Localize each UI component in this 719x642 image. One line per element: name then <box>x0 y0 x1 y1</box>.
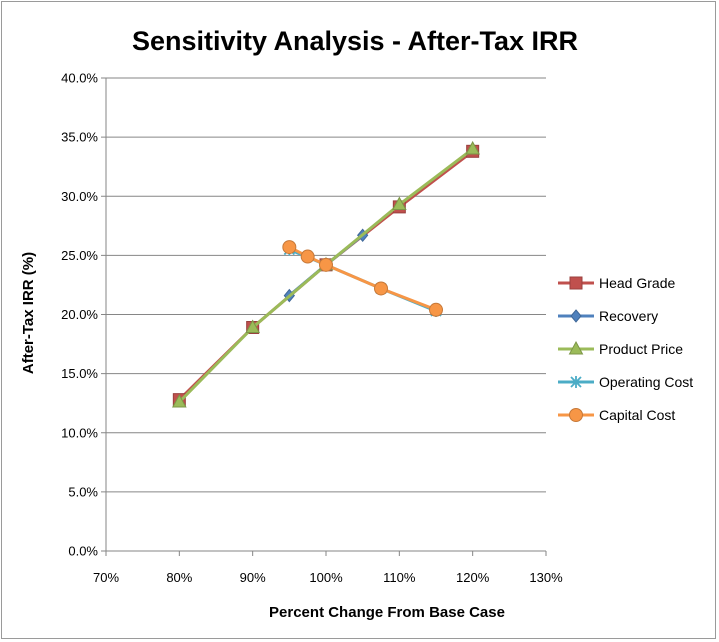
y-tick-label: 20.0% <box>61 307 98 322</box>
data-point-capital-cost <box>319 257 333 272</box>
series-line-head-grade <box>178 150 474 401</box>
y-tick-label: 25.0% <box>61 248 98 263</box>
legend-marker-product-price <box>568 340 584 355</box>
legend-item-operating-cost: Operating Cost <box>558 374 693 390</box>
x-tick-label: 120% <box>456 570 490 585</box>
x-axis-label: Percent Change From Base Case <box>269 604 505 621</box>
y-tick-label: 15.0% <box>61 366 98 381</box>
legend-label-capital-cost: Capital Cost <box>599 407 675 423</box>
x-tick-label: 110% <box>383 570 416 585</box>
legend-marker-head-grade <box>569 276 583 290</box>
data-point-product-price <box>171 393 187 408</box>
x-tick-label: 70% <box>93 570 119 585</box>
y-tick-labels: 0.0% 5.0% 10.0% 15.0% 20.0% 25.0% 30.0% 35.0% 40… <box>61 71 106 559</box>
y-tick-label: 40.0% <box>61 71 98 86</box>
legend-item-recovery: Recovery <box>558 308 658 324</box>
legend-marker-recovery <box>570 309 582 323</box>
legend: Head Grade Recovery Product Price Operating… <box>558 275 693 423</box>
legend-label-head-grade: Head Grade <box>599 275 675 291</box>
y-axis-label: After-Tax IRR (%) <box>20 252 37 374</box>
legend-marker-operating-cost <box>570 376 582 388</box>
data-point-product-price <box>391 196 407 211</box>
data-point-capital-cost <box>429 302 443 317</box>
legend-item-head-grade: Head Grade <box>558 275 675 291</box>
data-point-capital-cost <box>300 249 315 264</box>
series-capital-cost <box>282 240 443 317</box>
data-point-product-price <box>245 319 261 334</box>
data-point-product-price <box>465 140 481 155</box>
data-point-capital-cost <box>282 240 297 255</box>
legend-label-product-price: Product Price <box>599 341 683 357</box>
legend-marker-capital-cost <box>569 408 583 422</box>
x-tick-labels: 70% 80% 90% 100% 110% 120% 130% <box>93 551 563 585</box>
y-tick-label: 0.0% <box>68 544 98 559</box>
x-tick-label: 100% <box>309 570 343 585</box>
legend-label-recovery: Recovery <box>599 308 658 324</box>
legend-label-operating-cost: Operating Cost <box>599 374 693 390</box>
x-tick-label: 130% <box>529 570 563 585</box>
chart-title: Sensitivity Analysis - After-Tax IRR <box>132 26 578 56</box>
series-layer <box>171 140 481 408</box>
legend-item-capital-cost: Capital Cost <box>558 407 675 423</box>
y-tick-label: 5.0% <box>68 484 98 499</box>
y-tick-label: 35.0% <box>61 130 98 145</box>
series-line-product-price <box>178 147 474 404</box>
series-head-grade <box>172 144 480 407</box>
y-tick-label: 30.0% <box>61 189 98 204</box>
x-tick-label: 90% <box>240 570 266 585</box>
x-tick-label: 80% <box>166 570 192 585</box>
y-tick-label: 10.0% <box>61 425 98 440</box>
gridlines <box>106 77 546 493</box>
data-point-capital-cost <box>374 281 388 296</box>
legend-item-product-price: Product Price <box>558 340 683 357</box>
